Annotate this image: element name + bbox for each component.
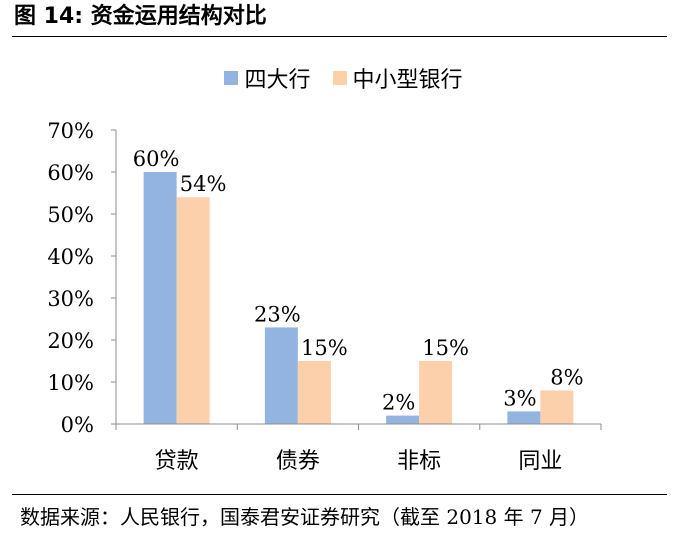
y-tick-label: 10% xyxy=(47,371,94,395)
data-label: 3% xyxy=(503,386,536,410)
x-tick-label: 非标 xyxy=(397,449,441,474)
top-rule xyxy=(12,36,667,37)
legend-swatch-big-four xyxy=(224,71,239,85)
data-label: 54% xyxy=(180,172,227,196)
bar xyxy=(419,361,453,424)
data-label: 2% xyxy=(382,391,415,415)
data-label: 23% xyxy=(254,302,301,326)
legend-item-small-medium: 中小型银行 xyxy=(332,62,463,94)
y-tick-label: 0% xyxy=(61,413,94,437)
bar xyxy=(143,172,177,424)
legend-label-small-medium: 中小型银行 xyxy=(352,68,463,93)
y-tick-label: 60% xyxy=(47,161,94,185)
legend-swatch-small-medium xyxy=(332,71,347,85)
source-note: 数据来源：人民银行，国泰君安证券研究（截至 2018 年 7 月） xyxy=(20,505,590,529)
legend-item-big-four: 四大行 xyxy=(224,62,311,94)
y-tick-label: 40% xyxy=(47,245,94,269)
y-tick-label: 50% xyxy=(47,203,94,227)
bar xyxy=(297,361,331,424)
bar xyxy=(386,415,420,424)
x-tick-label: 债券 xyxy=(276,449,320,474)
x-tick-label: 同业 xyxy=(518,449,562,474)
bar xyxy=(507,411,541,424)
data-label: 60% xyxy=(133,147,180,171)
y-tick-label: 70% xyxy=(47,119,94,143)
figure-title: 图 14: 资金运用结构对比 xyxy=(14,4,267,29)
bar xyxy=(264,327,298,424)
data-label: 8% xyxy=(550,365,583,389)
bottom-rule xyxy=(12,494,667,495)
bar xyxy=(176,197,210,424)
y-tick-label: 30% xyxy=(47,287,94,311)
data-label: 15% xyxy=(422,336,469,360)
y-tick-label: 20% xyxy=(47,329,94,353)
legend: 四大行 中小型银行 xyxy=(0,62,687,94)
legend-label-big-four: 四大行 xyxy=(244,68,311,93)
x-tick-label: 贷款 xyxy=(155,449,199,474)
bar xyxy=(540,390,574,424)
data-label: 15% xyxy=(301,336,348,360)
